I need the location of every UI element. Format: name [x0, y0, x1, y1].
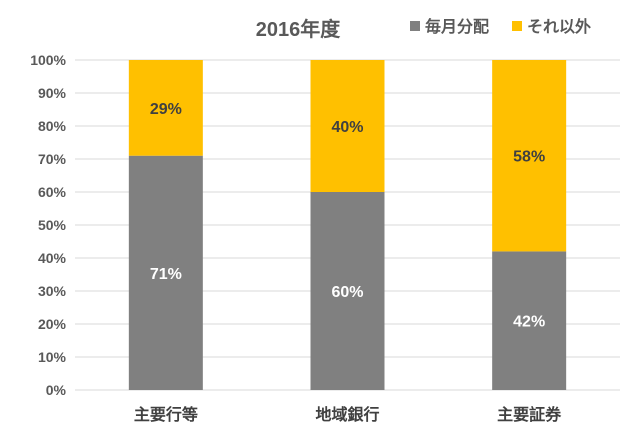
- data-label: 42%: [513, 314, 545, 331]
- chart-title: 2016年度: [256, 17, 341, 41]
- bar-segment: [492, 251, 567, 390]
- y-tick-label: 40%: [38, 250, 67, 266]
- x-category-label: 地域銀行: [315, 405, 379, 424]
- y-tick-label: 60%: [38, 184, 67, 200]
- x-category-label: 主要証券: [497, 405, 562, 424]
- data-labels: 71% 29% 60% 40% 42% 58%: [150, 101, 545, 331]
- y-tick-label: 100%: [30, 52, 66, 68]
- data-label: 60%: [331, 284, 363, 301]
- y-tick-label: 0%: [46, 382, 67, 398]
- data-label: 29%: [150, 101, 182, 118]
- y-tick-label: 90%: [38, 85, 67, 101]
- x-category-label: 主要行等: [134, 405, 198, 424]
- data-label: 40%: [331, 119, 363, 136]
- legend-item-monthly: 毎月分配: [410, 17, 489, 36]
- y-tick-label: 70%: [38, 151, 67, 167]
- y-tick-label: 30%: [38, 283, 67, 299]
- legend: 毎月分配 それ以外: [410, 17, 591, 36]
- bars: [128, 60, 567, 390]
- x-axis-categories: 主要行等 地域銀行 主要証券: [134, 405, 562, 424]
- bar-segment: [310, 60, 385, 192]
- bar-segment: [128, 60, 203, 156]
- legend-label-monthly: 毎月分配: [425, 17, 489, 36]
- y-tick-label: 10%: [38, 349, 67, 365]
- data-label: 71%: [150, 266, 182, 283]
- legend-item-other: それ以外: [512, 17, 591, 36]
- legend-swatch-other: [512, 21, 522, 31]
- y-tick-label: 80%: [38, 118, 67, 134]
- y-tick-label: 50%: [38, 217, 67, 233]
- y-axis-ticks: 0% 10% 20% 30% 40% 50% 60% 70% 80% 90% 100%: [30, 52, 66, 398]
- bar-segment: [492, 60, 567, 252]
- y-tick-label: 20%: [38, 316, 67, 332]
- legend-label-other: それ以外: [527, 17, 591, 36]
- legend-swatch-monthly: [410, 21, 420, 31]
- bar-segment: [128, 155, 203, 390]
- bar-segment: [310, 192, 385, 390]
- data-label: 58%: [513, 149, 545, 166]
